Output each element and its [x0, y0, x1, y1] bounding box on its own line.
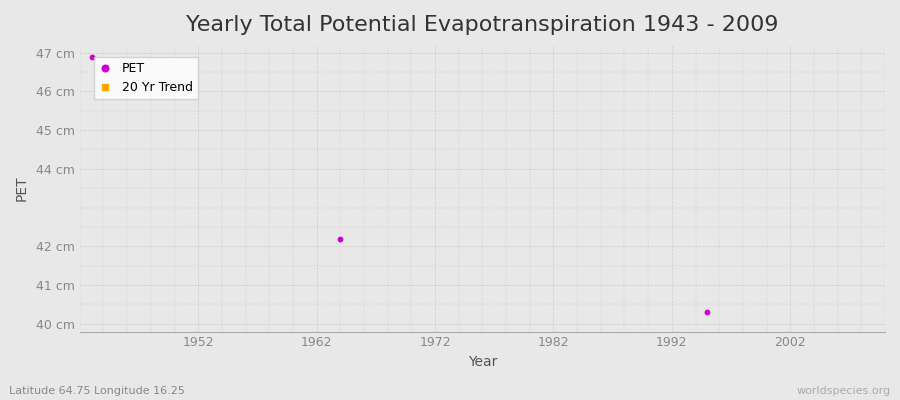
Legend: PET, 20 Yr Trend: PET, 20 Yr Trend: [94, 57, 198, 99]
PET: [333, 236, 347, 242]
Y-axis label: PET: PET: [15, 176, 29, 201]
Text: worldspecies.org: worldspecies.org: [796, 386, 891, 396]
PET: [85, 53, 99, 60]
Title: Yearly Total Potential Evapotranspiration 1943 - 2009: Yearly Total Potential Evapotranspiratio…: [186, 15, 778, 35]
PET: [700, 309, 715, 316]
Text: Latitude 64.75 Longitude 16.25: Latitude 64.75 Longitude 16.25: [9, 386, 184, 396]
X-axis label: Year: Year: [468, 355, 497, 369]
